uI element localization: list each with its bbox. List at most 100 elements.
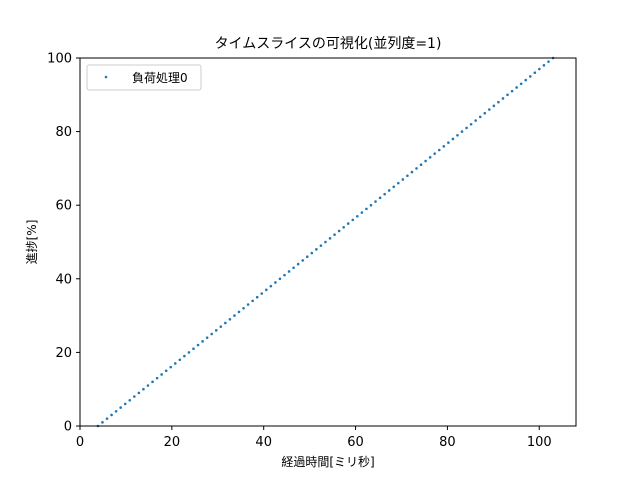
data-point <box>201 340 204 343</box>
y-tick-label: 80 <box>55 125 72 140</box>
data-point <box>114 409 118 413</box>
x-axis-label: 経過時間[ミリ秒] <box>281 455 374 469</box>
data-point <box>447 141 450 144</box>
data-point <box>246 303 250 306</box>
x-tick-label: 0 <box>76 435 84 450</box>
data-point <box>187 351 191 354</box>
data-point <box>105 417 109 420</box>
data-point <box>173 362 177 365</box>
x-axis-ticks: 0 20 40 60 80 100 <box>76 426 552 450</box>
data-point <box>274 281 277 284</box>
data-point <box>305 255 309 259</box>
data-point <box>310 251 314 255</box>
data-point <box>492 104 496 108</box>
data-point <box>356 214 359 218</box>
data-point <box>488 108 491 111</box>
y-tick-label: 20 <box>55 346 72 361</box>
data-point <box>251 299 254 303</box>
data-point <box>237 310 241 314</box>
data-point <box>219 325 223 328</box>
data-point <box>406 174 409 178</box>
data-point <box>192 347 195 351</box>
data-point <box>233 314 236 317</box>
data-point <box>333 233 336 236</box>
data-point <box>196 343 200 347</box>
data-point <box>319 244 323 247</box>
data-point <box>396 181 400 185</box>
data-point <box>419 163 423 167</box>
data-point <box>342 225 345 229</box>
data-point <box>469 122 473 126</box>
data-point <box>351 218 355 222</box>
data-point <box>142 387 145 391</box>
data-point <box>183 354 186 358</box>
data-point <box>301 259 305 262</box>
data-point <box>424 159 427 163</box>
data-point <box>337 229 341 233</box>
x-tick-label: 60 <box>347 435 364 450</box>
data-point <box>465 126 468 130</box>
legend-label-series-0: 負荷処理0 <box>132 71 188 85</box>
data-point <box>210 332 213 336</box>
data-point <box>255 295 259 299</box>
data-point <box>387 189 391 192</box>
data-point <box>292 266 295 270</box>
data-point <box>428 156 432 159</box>
legend: 負荷処理0 <box>86 64 202 91</box>
data-point <box>164 369 168 373</box>
data-point <box>433 152 437 155</box>
data-point <box>378 196 382 200</box>
y-axis-ticks: 0 20 40 60 80 100 <box>47 52 80 435</box>
data-point <box>515 86 518 89</box>
data-point <box>547 60 550 63</box>
data-point <box>110 413 113 417</box>
data-point <box>456 133 459 137</box>
data-point <box>451 137 455 141</box>
data-point <box>228 317 232 321</box>
data-point <box>542 64 546 67</box>
data-point <box>283 273 286 277</box>
data-point <box>474 119 477 122</box>
data-point <box>214 329 218 332</box>
x-tick-label: 20 <box>164 435 181 450</box>
data-point <box>151 380 154 384</box>
data-point <box>265 288 268 292</box>
y-axis-label: 進捗[%] <box>25 220 39 265</box>
data-point <box>119 406 122 409</box>
data-point <box>346 222 350 225</box>
data-point <box>224 321 227 325</box>
legend-box <box>86 64 202 91</box>
data-point <box>169 365 173 369</box>
chart-title: タイムスライスの可視化(並列度=1) <box>215 36 442 52</box>
data-point <box>315 248 318 251</box>
data-point <box>519 82 523 86</box>
data-point <box>501 97 505 100</box>
data-point <box>538 67 541 71</box>
data-point <box>401 178 405 181</box>
data-point <box>497 100 500 104</box>
data-point <box>137 391 141 395</box>
data-point <box>296 262 300 266</box>
data-point <box>101 421 104 424</box>
data-point <box>415 167 418 170</box>
data-point <box>478 115 482 119</box>
data-point <box>365 207 368 211</box>
data-point <box>528 75 532 78</box>
data-point <box>460 130 464 133</box>
data-point <box>392 185 396 189</box>
data-point <box>533 71 537 75</box>
data-point <box>506 93 509 97</box>
data-point <box>133 395 136 398</box>
plot-frame <box>79 57 577 427</box>
data-point <box>328 237 332 240</box>
data-point <box>128 398 132 402</box>
x-tick-label: 80 <box>439 435 456 450</box>
data-point <box>260 292 264 295</box>
data-point <box>524 78 528 82</box>
data-point <box>155 376 159 380</box>
data-point <box>160 373 163 376</box>
data-point <box>287 270 291 273</box>
data-point <box>146 384 150 387</box>
data-point <box>123 402 127 406</box>
